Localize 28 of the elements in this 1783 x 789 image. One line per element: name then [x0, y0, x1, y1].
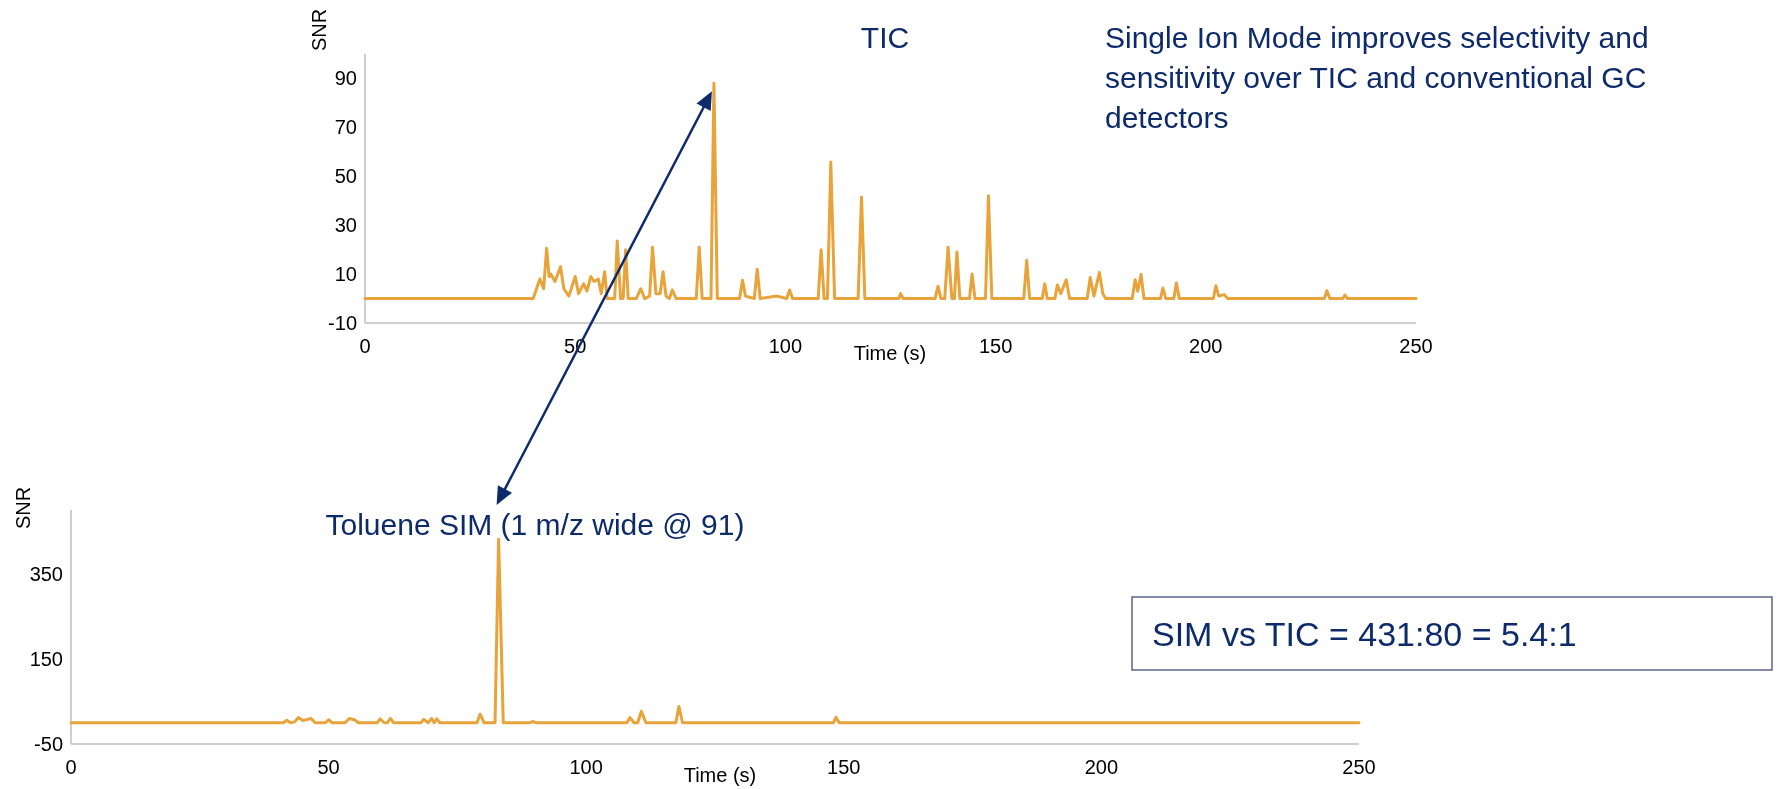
- annotation: Single Ion Mode improves selectivity and sensitivity over TIC and conventional GC detectors: [1105, 21, 1649, 134]
- y-tick-label: 70: [334, 116, 357, 139]
- y-axis-title: SNR: [12, 486, 34, 530]
- y-tick-label: 90: [334, 67, 357, 90]
- x-tick-label: 250: [1342, 756, 1376, 778]
- x-tick-label: 150: [978, 335, 1013, 357]
- y-tick-label: -10: [328, 312, 357, 334]
- y-tick-label: 350: [29, 562, 63, 585]
- y-axis-title: SNR: [308, 8, 330, 52]
- annotation: SIM vs TIC = 431:80 = 5.4:1: [1152, 614, 1577, 653]
- x-tick-label: 0: [359, 335, 371, 357]
- y-tick-label: 10: [334, 263, 357, 286]
- y-tick-label: 30: [334, 214, 357, 237]
- x-tick-label: 100: [768, 335, 803, 357]
- x-tick-label: 200: [1189, 335, 1223, 357]
- x-axis-title: Time (s): [683, 764, 757, 786]
- y-tick-label: -50: [34, 733, 63, 755]
- x-axis-title: Time (s): [853, 342, 927, 364]
- y-tick-label: 150: [29, 647, 63, 670]
- x-tick-label: 100: [569, 756, 603, 778]
- x-tick-label: 250: [1399, 335, 1433, 357]
- y-tick-label: 50: [334, 165, 357, 188]
- chart-title: TIC: [860, 21, 910, 54]
- x-tick-label: 50: [317, 756, 340, 778]
- x-tick-label: 0: [65, 756, 77, 778]
- x-tick-label: 200: [1084, 756, 1119, 778]
- chart-title: Toluene SIM (1 m/z wide @ 91): [325, 508, 745, 541]
- x-tick-label: 150: [827, 756, 861, 778]
